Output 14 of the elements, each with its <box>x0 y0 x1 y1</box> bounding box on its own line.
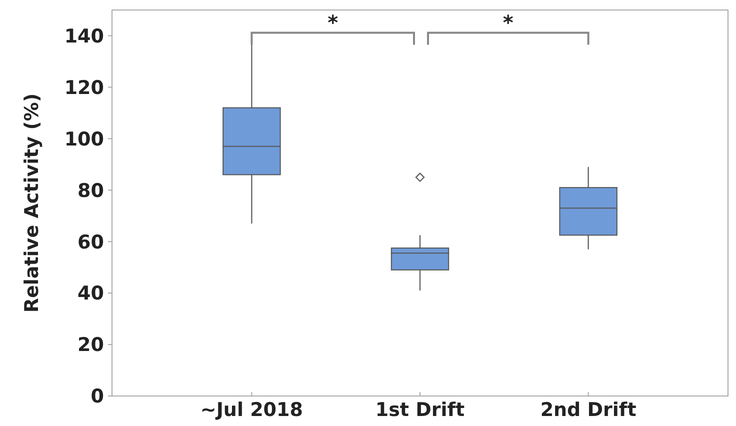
y-tick-label: 0 <box>90 386 104 408</box>
y-tick-label: 100 <box>64 128 104 150</box>
y-axis-title: Relative Activity (%) <box>21 93 43 313</box>
annotation: * <box>502 10 514 35</box>
x-tick-label: ~Jul 2018 <box>200 399 303 421</box>
y-tick-label: 80 <box>78 180 104 202</box>
x-tick-label: 2nd Drift <box>540 399 636 421</box>
y-tick-label: 40 <box>78 282 104 305</box>
y-tick-label: 140 <box>64 25 104 48</box>
annotation: * <box>328 10 339 35</box>
y-tick-label: 120 <box>64 76 104 99</box>
y-tick-label: 20 <box>78 334 104 356</box>
y-tick-label: 60 <box>78 231 104 254</box>
x-tick-label: 1st Drift <box>375 399 465 421</box>
